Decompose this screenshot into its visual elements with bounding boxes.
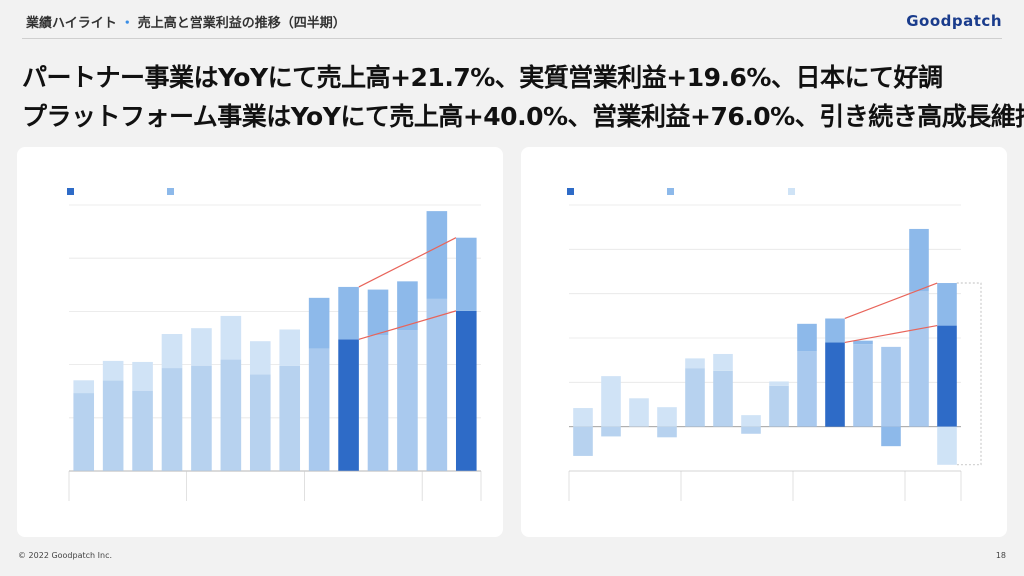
breadcrumb: 業績ハイライト・売上高と営業利益の推移（四半期）	[26, 12, 346, 31]
bar-segment	[73, 380, 95, 394]
bar-segment	[279, 329, 301, 366]
bar-segment	[220, 359, 242, 471]
growth-line-platform	[844, 282, 938, 320]
header-divider	[22, 38, 1002, 39]
bar-segment	[713, 370, 733, 427]
bar-segment	[909, 291, 929, 427]
bar-segment	[308, 348, 330, 471]
bar-segment	[426, 298, 448, 471]
bar-segment	[338, 339, 359, 471]
bar-segment	[573, 408, 593, 427]
bar-segment	[308, 297, 330, 349]
bar-segment	[102, 360, 124, 381]
bar-segment	[853, 340, 873, 345]
profit-chart-panel	[521, 147, 1007, 537]
section-label: 業績ハイライト	[26, 16, 117, 31]
bar-segment	[797, 323, 817, 352]
bar-segment	[741, 426, 761, 434]
bar-segment	[601, 426, 621, 437]
bar-segment	[825, 318, 845, 343]
company-logo: Goodpatch	[906, 12, 1002, 30]
bar-segment	[601, 376, 621, 427]
legend-swatch	[788, 188, 795, 195]
bar-segment	[397, 281, 418, 331]
bar-segment	[73, 393, 95, 471]
bar-segment	[220, 315, 242, 360]
bar-segment	[629, 398, 649, 427]
bar-segment	[685, 368, 705, 427]
growth-line-partner	[358, 310, 457, 340]
legend-swatch	[167, 188, 174, 195]
growth-line-platform	[358, 237, 457, 288]
bar-segment	[338, 286, 359, 340]
bar-segment	[937, 283, 957, 326]
bar-segment	[657, 426, 677, 438]
copyright: © 2022 Goodpatch Inc.	[18, 551, 113, 560]
bar-segment	[249, 341, 271, 375]
bar-segment	[769, 381, 789, 386]
bar-segment	[102, 380, 124, 471]
bar-segment	[132, 361, 153, 391]
legend-swatch	[567, 188, 574, 195]
growth-line-partner	[844, 324, 938, 344]
bar-segment	[249, 374, 271, 471]
bar-segment	[426, 211, 448, 299]
bar-segment	[881, 426, 901, 447]
legend-swatch	[67, 188, 74, 195]
operating-profit-chart	[567, 188, 982, 501]
bar-segment	[769, 385, 789, 427]
bar-segment	[825, 342, 845, 427]
headline-partner: パートナー事業はYoYにて売上高+21.7%、実質営業利益+19.6%、日本にて…	[22, 63, 943, 92]
revenue-chart	[67, 188, 482, 501]
bar-segment	[573, 426, 593, 456]
bar-segment	[279, 365, 301, 471]
bar-segment	[455, 310, 477, 471]
bar-segment	[937, 325, 957, 427]
bar-segment	[937, 426, 957, 465]
bar-segment	[397, 330, 418, 471]
bar-segment	[657, 407, 677, 427]
footnote-bracket	[956, 282, 982, 466]
bar-segment	[367, 335, 389, 471]
bar-segment	[685, 358, 705, 369]
bar-segment	[161, 368, 183, 471]
bar-segment	[191, 365, 212, 471]
page-subtitle: 売上高と営業利益の推移（四半期）	[137, 16, 346, 31]
headline-platform: プラットフォーム事業はYoYにて売上高+40.0%、営業利益+76.0%、引き続…	[22, 102, 1024, 131]
bar-segment	[161, 334, 183, 369]
revenue-chart-panel	[17, 147, 503, 537]
bar-segment	[191, 328, 212, 366]
page-number: 18	[995, 551, 1006, 560]
separator-dot: ・	[120, 16, 134, 31]
bar-segment	[797, 351, 817, 427]
bar-segment	[909, 228, 929, 292]
bar-segment	[132, 390, 153, 471]
legend-swatch	[667, 188, 674, 195]
bar-segment	[741, 415, 761, 427]
bar-segment	[367, 289, 389, 336]
bar-segment	[455, 237, 477, 311]
bar-segment	[713, 353, 733, 371]
bar-segment	[853, 344, 873, 427]
bar-segment	[881, 346, 901, 427]
